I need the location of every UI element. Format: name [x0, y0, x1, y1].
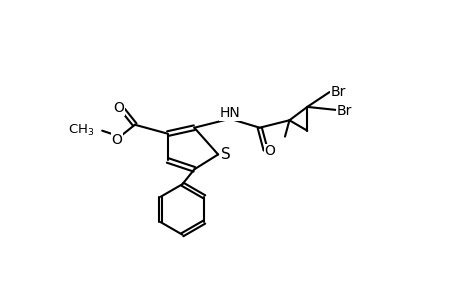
- Text: CH$_3$: CH$_3$: [68, 123, 95, 138]
- Text: O: O: [112, 133, 122, 147]
- Text: HN: HN: [219, 106, 240, 120]
- Text: O: O: [113, 101, 124, 116]
- Text: Br: Br: [336, 104, 351, 118]
- Text: Br: Br: [330, 85, 346, 99]
- Text: O: O: [264, 145, 275, 158]
- Text: S: S: [220, 147, 230, 162]
